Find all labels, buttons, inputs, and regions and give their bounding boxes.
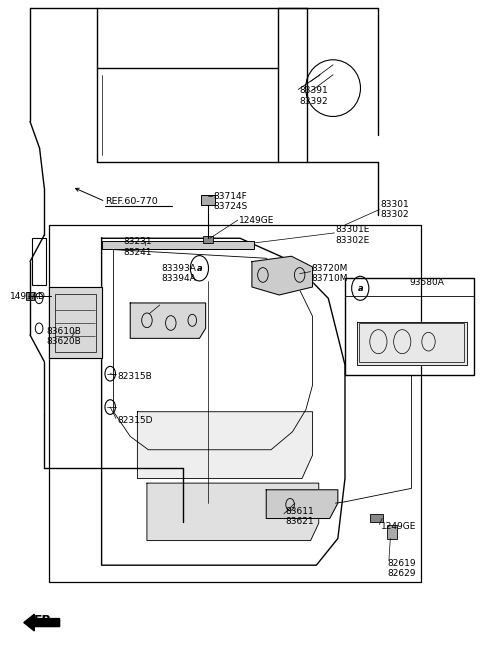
Polygon shape bbox=[266, 490, 338, 519]
Bar bbox=[360, 323, 464, 362]
Text: 93580A: 93580A bbox=[409, 279, 444, 287]
Polygon shape bbox=[137, 412, 312, 478]
Text: REF.60-770: REF.60-770 bbox=[106, 197, 158, 206]
Polygon shape bbox=[49, 287, 102, 358]
Bar bbox=[26, 292, 34, 300]
Text: 82315D: 82315D bbox=[117, 416, 152, 425]
Bar bbox=[370, 514, 383, 522]
Bar bbox=[345, 278, 474, 375]
Bar bbox=[387, 525, 396, 539]
Polygon shape bbox=[357, 322, 467, 365]
Bar bbox=[49, 225, 421, 582]
FancyArrow shape bbox=[24, 614, 60, 631]
Text: 83391
83392: 83391 83392 bbox=[300, 86, 328, 106]
Text: 1249GE: 1249GE bbox=[381, 522, 416, 531]
Text: a: a bbox=[197, 264, 202, 273]
Text: 83393A
83394A: 83393A 83394A bbox=[161, 264, 196, 283]
Text: a: a bbox=[358, 284, 363, 293]
Bar bbox=[203, 237, 213, 243]
Polygon shape bbox=[102, 239, 345, 565]
Text: FR.: FR. bbox=[34, 614, 57, 627]
Text: 82619
82629: 82619 82629 bbox=[387, 559, 416, 578]
Text: 82315B: 82315B bbox=[117, 372, 152, 381]
Polygon shape bbox=[147, 483, 319, 541]
Text: 83611
83621: 83611 83621 bbox=[285, 507, 314, 526]
Text: 83231
83241: 83231 83241 bbox=[123, 237, 152, 257]
Text: 1491AD: 1491AD bbox=[10, 292, 46, 301]
Text: 83610B
83620B: 83610B 83620B bbox=[47, 327, 82, 346]
Text: 83301
83302: 83301 83302 bbox=[381, 200, 409, 219]
Text: 1249GE: 1249GE bbox=[239, 216, 275, 224]
Bar bbox=[33, 239, 46, 285]
Polygon shape bbox=[130, 303, 205, 338]
Bar bbox=[201, 195, 215, 205]
Bar bbox=[102, 241, 254, 249]
Bar bbox=[55, 293, 96, 352]
Text: 83714F
83724S: 83714F 83724S bbox=[214, 192, 248, 211]
Text: 83720M
83710M: 83720M 83710M bbox=[312, 264, 348, 283]
Ellipse shape bbox=[306, 60, 360, 117]
Text: 83301E
83302E: 83301E 83302E bbox=[336, 225, 370, 245]
Polygon shape bbox=[252, 256, 312, 295]
